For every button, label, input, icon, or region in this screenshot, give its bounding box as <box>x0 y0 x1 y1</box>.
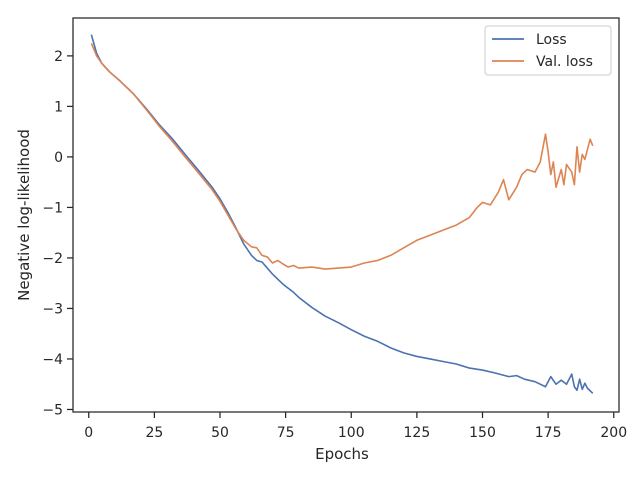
legend-label-val-loss: Val. loss <box>536 54 593 70</box>
x-tick-label: 100 <box>338 425 365 441</box>
x-tick-label: 25 <box>145 425 163 441</box>
series-line-val-loss <box>90 42 594 270</box>
legend: Loss Val. loss <box>484 25 612 76</box>
y-tick-label: −3 <box>42 301 63 317</box>
plot-area-background <box>73 18 619 412</box>
x-tick-label: 175 <box>535 425 562 441</box>
y-tick-label: 2 <box>54 49 63 65</box>
x-tick-label: 200 <box>600 425 627 441</box>
axes-frame <box>72 17 620 413</box>
x-axis-label: Epochs <box>315 445 369 463</box>
y-tick-label: −4 <box>42 352 63 368</box>
y-axis-ticks: 2 1 0 −1 −2 −3 −4 −5 <box>42 49 73 418</box>
y-tick-label: −2 <box>42 251 63 267</box>
x-tick-label: 0 <box>84 425 93 441</box>
series-line-loss <box>90 34 594 394</box>
series-layer <box>90 34 594 394</box>
y-tick-label: −5 <box>42 402 63 418</box>
legend-label-loss: Loss <box>536 32 567 48</box>
x-tick-label: 150 <box>469 425 496 441</box>
x-tick-label: 50 <box>211 425 229 441</box>
x-tick-label: 125 <box>404 425 431 441</box>
y-axis-label: Negative log-likelihood <box>15 129 33 301</box>
x-axis-ticks: 0 25 50 75 100 125 150 175 200 <box>84 412 627 441</box>
y-tick-label: 1 <box>54 99 63 115</box>
y-tick-label: −1 <box>42 200 63 216</box>
y-tick-label: 0 <box>54 150 63 166</box>
x-tick-label: 75 <box>277 425 295 441</box>
